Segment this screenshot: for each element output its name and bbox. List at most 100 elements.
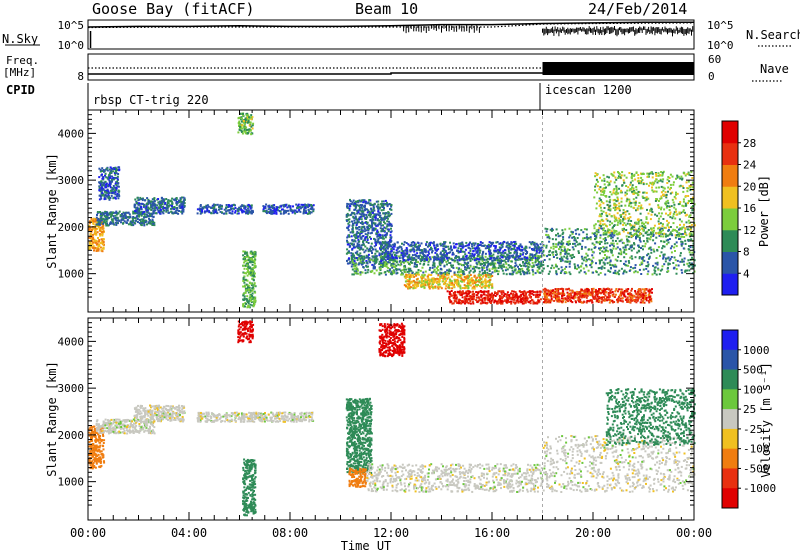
power-cell bbox=[408, 274, 410, 276]
power-cell bbox=[238, 117, 240, 119]
power-cell bbox=[124, 212, 126, 214]
power-cell bbox=[288, 206, 290, 208]
power-cell bbox=[493, 257, 495, 259]
power-cell bbox=[455, 255, 457, 257]
power-cell bbox=[454, 274, 456, 276]
power-cell bbox=[512, 255, 514, 257]
power-cell bbox=[617, 237, 619, 239]
power-cell bbox=[360, 258, 362, 260]
power-cell bbox=[462, 301, 464, 303]
power-cell bbox=[419, 252, 421, 254]
power-cell bbox=[394, 254, 396, 256]
power-cell bbox=[158, 210, 160, 212]
power-cell bbox=[243, 207, 245, 209]
power-cell bbox=[364, 239, 366, 241]
power-cell bbox=[396, 273, 398, 275]
power-cell bbox=[142, 203, 144, 205]
power-cell bbox=[115, 170, 117, 172]
power-cell bbox=[212, 210, 214, 212]
power-cell bbox=[237, 131, 239, 133]
power-cell bbox=[97, 248, 99, 250]
power-cell bbox=[421, 242, 423, 244]
power-cell bbox=[149, 222, 151, 224]
power-cell bbox=[445, 285, 447, 287]
power-cell bbox=[115, 193, 117, 195]
power-cell bbox=[483, 262, 485, 264]
power-cell bbox=[252, 128, 254, 130]
power-cell bbox=[160, 201, 162, 203]
power-cell bbox=[143, 220, 145, 222]
power-cell bbox=[532, 274, 534, 276]
power-cell bbox=[391, 230, 393, 232]
power-cell bbox=[370, 259, 372, 261]
power-cell bbox=[370, 203, 372, 205]
power-cell bbox=[384, 255, 386, 257]
power-cell bbox=[387, 211, 389, 213]
power-cell bbox=[245, 303, 247, 305]
power-cell bbox=[346, 260, 348, 262]
power-cell bbox=[423, 264, 425, 266]
power-cell bbox=[216, 212, 218, 214]
power-cell bbox=[439, 243, 441, 245]
power-cell bbox=[489, 299, 491, 301]
power-cell bbox=[381, 253, 383, 255]
power-cell bbox=[453, 286, 455, 288]
power-cell bbox=[437, 254, 439, 256]
power-cell bbox=[199, 207, 201, 209]
power-cell bbox=[475, 279, 477, 281]
power-cell bbox=[285, 204, 287, 206]
power-cell bbox=[459, 285, 461, 287]
power-cell bbox=[176, 202, 178, 204]
power-cell bbox=[422, 272, 424, 274]
power-cell bbox=[493, 264, 495, 266]
power-cell bbox=[533, 264, 535, 266]
power-cell bbox=[246, 264, 248, 266]
power-cell bbox=[285, 211, 287, 213]
power-cell bbox=[427, 264, 429, 266]
power-cell bbox=[313, 208, 315, 210]
power-cell bbox=[525, 302, 527, 304]
power-cell bbox=[382, 266, 384, 268]
power-cell bbox=[101, 174, 103, 176]
power-cell bbox=[640, 247, 642, 249]
power-cell bbox=[105, 223, 107, 225]
power-cell bbox=[365, 257, 367, 259]
power-cell bbox=[98, 189, 100, 191]
power-cell bbox=[102, 226, 104, 228]
power-cell bbox=[474, 242, 476, 244]
power-cell bbox=[538, 252, 540, 254]
power-cell bbox=[505, 267, 507, 269]
power-cell bbox=[177, 213, 179, 215]
power-cell bbox=[176, 207, 178, 209]
power-cell bbox=[483, 272, 485, 274]
power-cell bbox=[100, 169, 102, 171]
power-cell bbox=[171, 203, 173, 205]
power-cell bbox=[555, 250, 557, 252]
power-cell bbox=[105, 186, 107, 188]
power-cell bbox=[414, 254, 416, 256]
power-cell bbox=[346, 203, 348, 205]
power-cell bbox=[242, 250, 244, 252]
power-cell bbox=[643, 260, 645, 262]
power-cell bbox=[105, 181, 107, 183]
power-cell bbox=[101, 192, 103, 194]
power-cell bbox=[476, 277, 478, 279]
power-cell bbox=[360, 207, 362, 209]
power-cell bbox=[355, 240, 357, 242]
power-cell bbox=[170, 200, 172, 202]
power-cell bbox=[240, 209, 242, 211]
power-cell bbox=[367, 239, 369, 241]
power-cell bbox=[537, 293, 539, 295]
power-cell bbox=[456, 284, 458, 286]
power-cell bbox=[101, 187, 103, 189]
power-cell bbox=[540, 298, 542, 300]
power-cell bbox=[146, 197, 148, 199]
power-cell bbox=[408, 270, 410, 272]
power-cell bbox=[382, 238, 384, 240]
power-cell bbox=[514, 249, 516, 251]
power-cell bbox=[501, 294, 503, 296]
power-cell bbox=[154, 207, 156, 209]
power-cell bbox=[596, 271, 598, 273]
power-cell bbox=[392, 270, 394, 272]
power-cell bbox=[467, 258, 469, 260]
